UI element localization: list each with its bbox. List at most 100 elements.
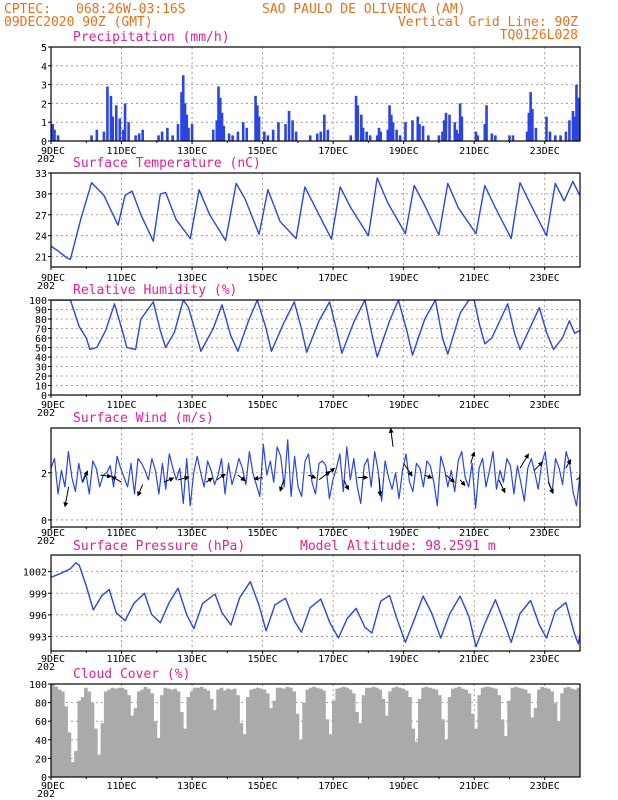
cloud-bar bbox=[566, 686, 571, 777]
y-tick-label: 999 bbox=[29, 589, 47, 600]
precip-bar bbox=[180, 92, 183, 141]
x-tick-label: 13DEC bbox=[177, 400, 207, 411]
cloud-bar bbox=[527, 693, 531, 777]
cloud-bar bbox=[305, 689, 310, 777]
cloud-bar bbox=[80, 697, 85, 777]
cloud-bar bbox=[464, 689, 468, 777]
precip-bar bbox=[441, 131, 444, 141]
x-tick-label: 21DEC bbox=[459, 781, 489, 792]
precip-bar bbox=[421, 125, 425, 141]
cloud-bar bbox=[470, 713, 475, 777]
header-run-time: 09DEC2020 90Z (GMT) bbox=[4, 15, 153, 30]
precip-bar bbox=[114, 105, 118, 141]
cloud-bar bbox=[368, 687, 373, 777]
cloud-bar bbox=[150, 693, 154, 777]
cloud-bar bbox=[156, 737, 161, 777]
wind-vector bbox=[547, 482, 554, 495]
precip-bar bbox=[326, 129, 330, 141]
precip-bar bbox=[187, 127, 190, 141]
precip-bar bbox=[485, 105, 488, 141]
y-tick-label: 60 bbox=[35, 717, 47, 728]
cloud-bar bbox=[513, 686, 518, 777]
cloud-bar bbox=[467, 693, 472, 777]
wind-vector bbox=[377, 477, 383, 497]
precip-bar bbox=[525, 131, 529, 141]
x-tick-label: 17DEC bbox=[318, 528, 348, 539]
precip-bar bbox=[308, 135, 312, 141]
cloud-bar bbox=[289, 687, 293, 777]
cloud-bar bbox=[427, 687, 432, 777]
cloud-bar bbox=[487, 686, 492, 777]
cloud-bar bbox=[160, 695, 164, 777]
precip-bar bbox=[575, 84, 578, 141]
precip-bar bbox=[287, 110, 291, 141]
x-tick-label: 21DEC bbox=[459, 400, 489, 411]
precip-bar bbox=[377, 127, 381, 141]
precip-bar bbox=[437, 135, 441, 141]
precip-bar bbox=[294, 131, 298, 141]
precip-bar bbox=[171, 135, 174, 141]
precip-bar bbox=[444, 112, 448, 141]
cloud-bar bbox=[173, 688, 178, 777]
x-tick-label: 23DEC bbox=[530, 400, 560, 411]
y-tick-label: 3 bbox=[41, 81, 47, 92]
pres-y-ticks: 993 996 999 1002 bbox=[23, 568, 51, 644]
x-tick-label: 23DEC bbox=[530, 781, 560, 792]
cloud-bar bbox=[259, 688, 263, 777]
x-tick-label: 21DEC bbox=[459, 273, 489, 284]
x-tick-label: 9DEC bbox=[41, 400, 65, 411]
precip-bar bbox=[90, 135, 93, 141]
cloud-frame bbox=[50, 683, 581, 778]
year-fragment: 202 bbox=[37, 408, 55, 419]
cloud-bar bbox=[123, 689, 128, 777]
header-model-id: TQ0126L028 bbox=[500, 28, 578, 43]
temp-grid bbox=[51, 173, 580, 267]
precip-bar bbox=[458, 103, 462, 141]
cloud-title: Cloud Cover (%) bbox=[73, 667, 190, 682]
cloud-bar bbox=[328, 734, 333, 777]
x-tick-label: 9DEC bbox=[41, 654, 65, 665]
precip-bar bbox=[51, 124, 55, 141]
cloud-bar bbox=[206, 690, 211, 777]
y-tick-label: 24 bbox=[35, 232, 47, 243]
precip-bar bbox=[361, 127, 365, 141]
cloud-bar bbox=[332, 700, 336, 777]
precip-bar bbox=[368, 135, 372, 141]
x-tick-label: 9DEC bbox=[41, 528, 65, 539]
x-tick-label: 15DEC bbox=[248, 400, 278, 411]
precip-bar bbox=[284, 124, 287, 141]
y-tick-label: 2 bbox=[41, 469, 47, 480]
wind-vector bbox=[100, 473, 112, 479]
wind-vector bbox=[498, 479, 506, 494]
precip-bar bbox=[453, 122, 457, 141]
y-tick-label: 996 bbox=[29, 611, 47, 622]
precip-bar bbox=[227, 133, 231, 141]
x-tick-label: 17DEC bbox=[318, 400, 348, 411]
cloud-bar bbox=[530, 717, 535, 777]
cloud-bar bbox=[434, 689, 439, 777]
x-tick-label: 19DEC bbox=[389, 273, 419, 284]
cloud-bar bbox=[533, 708, 538, 777]
precip-bar bbox=[102, 131, 106, 141]
pres-annotation: Model Altitude: 98.2591 m bbox=[300, 539, 496, 554]
precip-bar bbox=[183, 103, 187, 141]
cloud-bar bbox=[365, 687, 369, 777]
cloud-bar bbox=[384, 715, 389, 777]
y-tick-label: 60 bbox=[35, 334, 47, 345]
x-tick-label: 11DEC bbox=[106, 400, 136, 411]
precip-title: Precipitation (mm/h) bbox=[73, 30, 230, 45]
y-tick-label: 2 bbox=[41, 99, 47, 110]
cloud-bar bbox=[517, 687, 521, 777]
cloud-bar bbox=[100, 723, 105, 777]
wind-speed-line bbox=[51, 439, 580, 509]
precip-bar bbox=[263, 131, 266, 141]
precip-bar bbox=[511, 135, 515, 141]
y-tick-label: 20 bbox=[35, 754, 47, 765]
cloud-bar bbox=[378, 689, 383, 777]
year-fragment: 202 bbox=[37, 662, 55, 673]
precip-bar bbox=[256, 105, 259, 141]
cloud-bar bbox=[421, 687, 426, 777]
wind-vector bbox=[325, 467, 336, 476]
x-tick-label: 11DEC bbox=[106, 146, 136, 157]
pres-panel: Surface Pressure (hPa) Model Altitude: 98… bbox=[23, 539, 581, 673]
